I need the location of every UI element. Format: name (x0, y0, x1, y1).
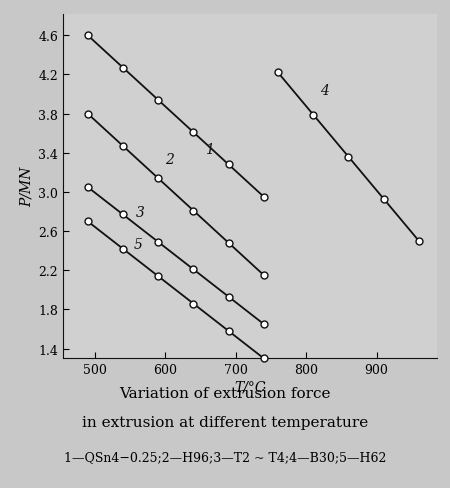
Text: 2: 2 (165, 153, 174, 167)
Text: 1—QSn4−0.25;2—H96;3—T2 ~ T4;4—B30;5—H62: 1—QSn4−0.25;2—H96;3—T2 ~ T4;4—B30;5—H62 (64, 450, 386, 463)
Text: Variation of extrusion force: Variation of extrusion force (119, 386, 331, 400)
Text: 5: 5 (134, 237, 143, 251)
Y-axis label: P/MN: P/MN (20, 166, 34, 207)
X-axis label: T/°C: T/°C (234, 379, 266, 393)
Text: 3: 3 (135, 206, 144, 220)
Text: 1: 1 (205, 142, 214, 156)
Text: 4: 4 (320, 84, 329, 98)
Text: in extrusion at different temperature: in extrusion at different temperature (82, 415, 368, 429)
